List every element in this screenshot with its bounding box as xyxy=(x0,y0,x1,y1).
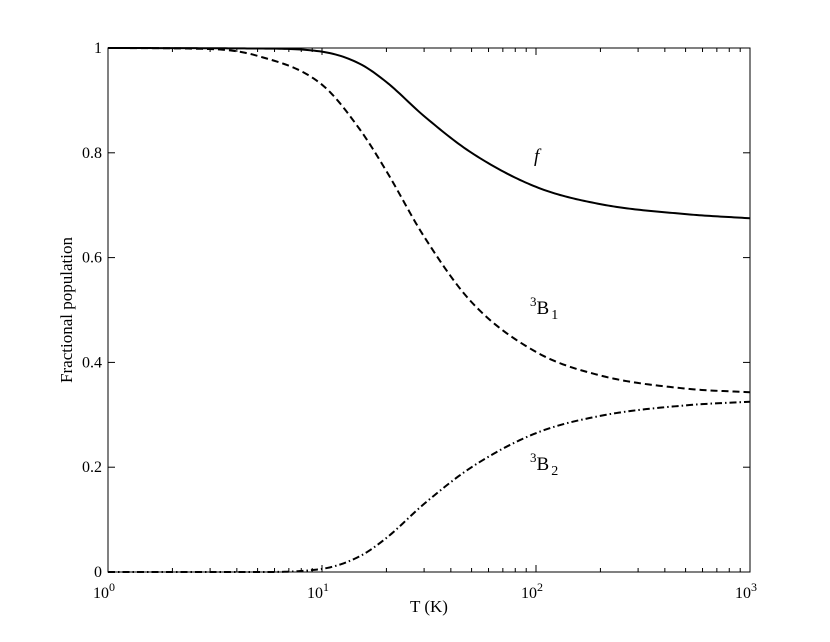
series-label-2: 3B 2 xyxy=(530,450,558,479)
y-tick-label-1: 0.2 xyxy=(82,459,102,476)
x-tick-label-2: 102 xyxy=(521,580,543,602)
y-tick-label-3: 0.6 xyxy=(82,250,102,267)
ticks-layer: 100 101 102 103 0 0.2 0.4 0.6 0.8 1 xyxy=(82,40,757,602)
series-label-1: 3B 1 xyxy=(530,294,558,323)
series-line-0 xyxy=(108,47,751,220)
x-axis-label: T (K) xyxy=(410,597,448,616)
x-tick-label-0: 100 xyxy=(93,580,115,602)
series-label-layer: f 3B 1 3B 2 xyxy=(530,146,558,479)
series-line-1 xyxy=(107,47,751,394)
series-layer xyxy=(107,47,751,573)
y-tick-label-0: 0 xyxy=(94,564,102,581)
y-axis-label: Fractional population xyxy=(57,237,76,383)
series-label-0: f xyxy=(534,146,542,167)
plot-frame xyxy=(107,47,751,573)
x-tick-label-1: 101 xyxy=(307,580,329,602)
y-tick-label-4: 0.8 xyxy=(82,145,102,162)
y-tick-label-2: 0.4 xyxy=(82,354,102,371)
x-tick-label-3: 103 xyxy=(735,580,757,602)
series-line-2 xyxy=(108,400,751,573)
y-tick-label-5: 1 xyxy=(94,40,102,57)
